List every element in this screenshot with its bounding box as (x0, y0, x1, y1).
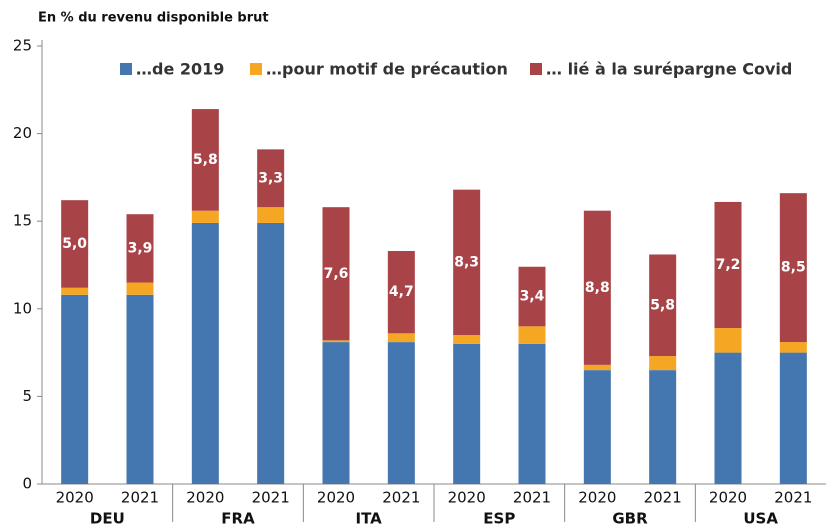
bar-segment (387, 250, 415, 334)
x-tick-label: 2020 (709, 489, 747, 507)
group-label: ITA (356, 510, 383, 528)
data-label: 5,0 (62, 236, 87, 252)
bar-segment (714, 352, 742, 484)
chart-title: En % du revenu disponible brut (38, 11, 269, 26)
data-label: 8,3 (454, 254, 479, 270)
y-tick-label: 5 (22, 387, 32, 405)
legend-label: …pour motif de précaution (266, 60, 508, 79)
bar-segment (191, 109, 219, 211)
bar-segment (583, 370, 611, 484)
bar-segment (126, 214, 154, 283)
x-tick-label: 2021 (644, 489, 682, 507)
bar-segment (518, 326, 546, 344)
x-tick-label: 2020 (56, 489, 94, 507)
data-label: 7,6 (324, 266, 349, 282)
data-label: 8,8 (585, 280, 610, 296)
y-tick-label: 0 (22, 475, 32, 493)
legend-swatch (250, 63, 262, 75)
bar-segment (257, 207, 285, 223)
bar-segment (322, 207, 350, 341)
x-tick-label: 2020 (317, 489, 355, 507)
x-tick-label: 2021 (774, 489, 812, 507)
group-label: ESP (483, 510, 515, 528)
x-tick-label: 2020 (186, 489, 224, 507)
bar-segment (61, 200, 89, 288)
data-label: 3,3 (258, 170, 283, 186)
bar-segment (387, 342, 415, 484)
bar-segment (191, 210, 219, 223)
bar-segment (518, 266, 546, 327)
bar-segment (583, 364, 611, 371)
group-label: GBR (612, 510, 648, 528)
data-label: 8,5 (781, 260, 806, 276)
x-tick-label: 2021 (513, 489, 551, 507)
x-tick-label: 2020 (578, 489, 616, 507)
bar-segment (257, 222, 285, 484)
bar-segment (518, 343, 546, 484)
x-tick-label: 2021 (382, 489, 420, 507)
bar-segment (257, 149, 285, 208)
group-label: FRA (221, 510, 255, 528)
group-label: USA (743, 510, 778, 528)
bar-segment (453, 343, 481, 484)
legend-swatch (120, 63, 132, 75)
legend-box (105, 54, 817, 86)
bar-segment (779, 352, 807, 484)
y-tick-label: 15 (13, 212, 32, 230)
bar-segment (191, 222, 219, 484)
bar-segment (453, 335, 481, 344)
bar-segment (453, 189, 481, 336)
bar-segment (649, 254, 677, 357)
data-label: 3,9 (128, 240, 153, 256)
bar-segment (61, 294, 89, 484)
bar-segment (714, 328, 742, 353)
bar-segment (322, 342, 350, 484)
bar-segment (649, 370, 677, 484)
bar-segment (126, 294, 154, 484)
bar-segment (126, 282, 154, 295)
bar-segment (649, 356, 677, 371)
data-label: 5,8 (650, 297, 675, 313)
group-label: DEU (90, 510, 125, 528)
legend-label: …de 2019 (136, 60, 224, 79)
data-label: 4,7 (389, 284, 414, 300)
bar-segment (714, 201, 742, 329)
data-label: 5,8 (193, 152, 218, 168)
legend-swatch (530, 63, 542, 75)
bar-segment (779, 193, 807, 343)
bar-segment (779, 342, 807, 353)
bar-segment (61, 287, 89, 295)
bar-segment (583, 210, 611, 365)
data-label: 7,2 (716, 257, 741, 273)
bar-segment (387, 333, 415, 343)
data-label: 3,4 (520, 289, 545, 305)
x-tick-label: 2021 (252, 489, 290, 507)
legend-label: … lié à la surépargne Covid (546, 60, 792, 79)
y-tick-label: 25 (13, 37, 32, 55)
y-tick-label: 20 (13, 124, 32, 142)
y-tick-label: 10 (13, 299, 32, 317)
bar-segment (322, 340, 350, 343)
x-tick-label: 2021 (121, 489, 159, 507)
x-tick-label: 2020 (448, 489, 486, 507)
